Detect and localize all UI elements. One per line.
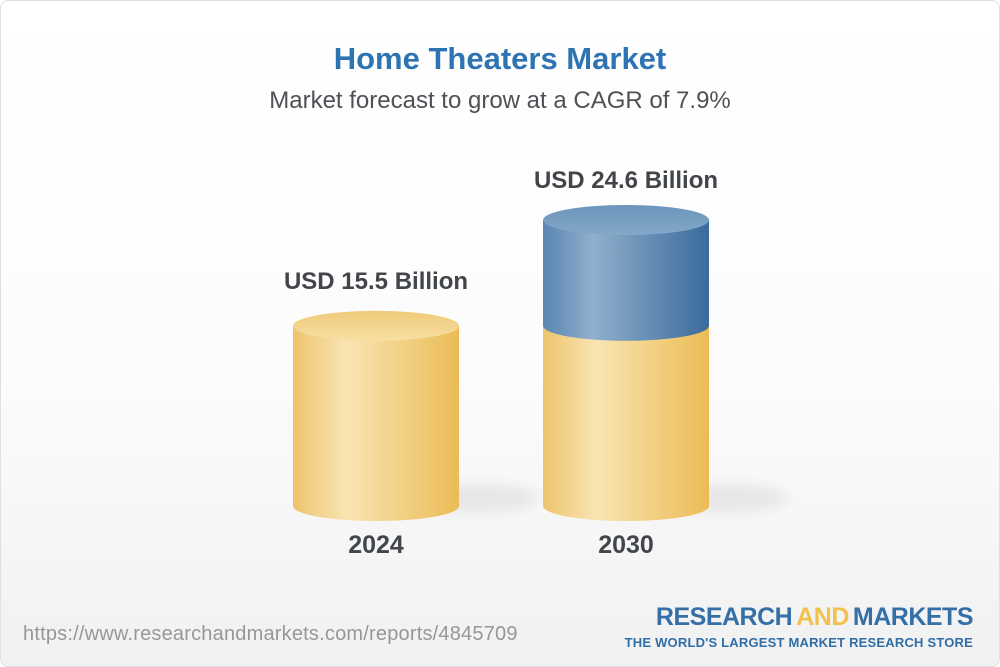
bar-category-label-2024: 2024 <box>348 531 404 559</box>
page-subtitle: Market forecast to grow at a CAGR of 7.9… <box>269 87 731 114</box>
bar-value-label-2030: USD 24.6 Billion <box>533 167 719 194</box>
logo-word-and: AND <box>796 603 849 631</box>
cylinder-2030-top <box>543 205 709 235</box>
logo-wordmark: RESEARCH AND MARKETS <box>625 603 974 632</box>
source-url: https://www.researchandmarkets.com/repor… <box>23 623 518 645</box>
logo-tagline: THE WORLD'S LARGEST MARKET RESEARCH STOR… <box>624 635 973 650</box>
research-and-markets-logo: RESEARCH AND MARKETS THE WORLD'S LARGEST M… <box>624 603 974 650</box>
logo-word-research: RESEARCH <box>655 603 793 631</box>
bar-category-label-2030: 2030 <box>598 531 654 559</box>
cylinder-2024-top <box>293 310 459 341</box>
bar-value-label-2024: USD 15.5 Billion <box>283 268 469 295</box>
logo-word-markets: MARKETS <box>852 603 974 631</box>
page-title: Home Theaters Market <box>333 41 667 76</box>
